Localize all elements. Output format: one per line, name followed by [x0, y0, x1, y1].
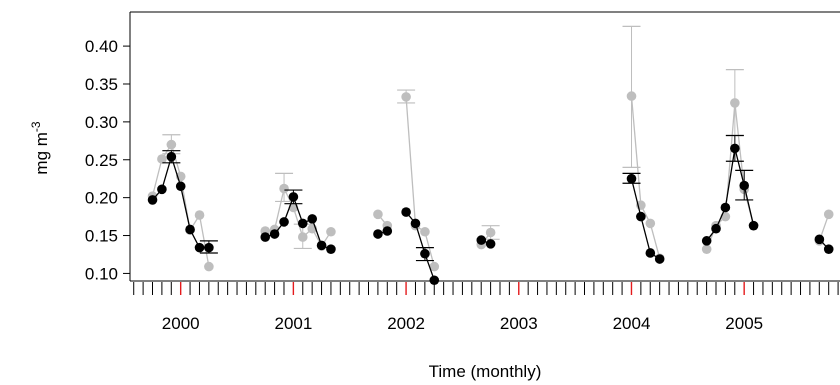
data-point: [739, 180, 750, 191]
y-axis-label: mg m-3: [29, 121, 51, 174]
data-point: [297, 232, 308, 242]
data-point: [401, 207, 411, 217]
data-point: [823, 244, 834, 254]
data-point: [720, 202, 731, 213]
x-tick-label: 2000: [162, 314, 200, 333]
y-tick-label: 0.10: [85, 264, 118, 283]
data-point: [373, 229, 383, 239]
data-point: [269, 229, 280, 239]
data-point: [147, 195, 158, 205]
data-point: [260, 232, 271, 242]
data-point: [626, 91, 637, 101]
data-point: [204, 242, 214, 253]
y-axis-label-base: mg m: [32, 132, 51, 175]
data-point: [166, 139, 177, 150]
data-point: [730, 143, 740, 154]
data-point: [307, 214, 318, 224]
series-2: [147, 134, 834, 286]
data-point: [730, 98, 740, 108]
x-tick-label: 2005: [725, 314, 763, 333]
y-axis: 0.10 0.15 0.20 0.25 0.30 0.35 0.40: [85, 37, 130, 283]
data-point: [410, 218, 421, 229]
data-point: [157, 154, 167, 164]
data-point: [166, 151, 177, 162]
data-point: [401, 92, 411, 102]
data-point: [701, 236, 712, 246]
plot-frame-group: [129, 11, 840, 282]
y-tick-label: 0.30: [85, 113, 118, 132]
x-axis-label: Time (monthly): [429, 362, 542, 381]
data-point: [654, 254, 665, 264]
data-point: [204, 261, 214, 272]
data-point: [626, 173, 637, 184]
data-point: [748, 220, 759, 231]
x-tick-label: 2004: [613, 314, 651, 333]
data-point: [823, 209, 834, 220]
data-point: [373, 209, 383, 220]
data-point: [279, 217, 289, 227]
data-point: [485, 239, 496, 249]
data-point: [420, 248, 430, 259]
data-point: [288, 192, 299, 202]
series-line: [630, 96, 661, 259]
data-point: [316, 240, 327, 251]
series-line: [630, 178, 661, 260]
data-point: [175, 181, 186, 192]
data-point: [485, 227, 496, 238]
x-tick-label: 2002: [387, 314, 425, 333]
data-point: [701, 244, 712, 254]
series-line: [152, 154, 209, 249]
data-point: [185, 224, 195, 235]
plot-area: [147, 25, 834, 286]
data-point: [194, 242, 205, 253]
data-point: [279, 183, 289, 194]
data-point: [420, 226, 430, 237]
y-axis-label-exponent: -3: [29, 121, 43, 132]
data-point: [157, 184, 167, 195]
series-line: [405, 211, 435, 281]
data-point: [429, 275, 440, 286]
data-point: [636, 211, 646, 222]
y-tick-label: 0.35: [85, 75, 118, 94]
y-tick-label: 0.25: [85, 151, 118, 170]
data-point: [645, 248, 656, 258]
data-point: [814, 234, 825, 245]
y-tick-label: 0.40: [85, 37, 118, 56]
data-point: [711, 223, 721, 234]
data-point: [429, 261, 440, 272]
y-tick-label: 0.20: [85, 189, 118, 208]
data-point: [297, 218, 308, 229]
series-line: [405, 96, 435, 267]
data-point: [476, 235, 487, 245]
data-point: [326, 226, 336, 237]
data-point: [382, 226, 393, 236]
x-tick-label: 2003: [500, 314, 538, 333]
data-point: [645, 218, 656, 229]
y-tick-label: 0.15: [85, 227, 118, 246]
x-axis: 2000 2001 2002 2003 2004 2005: [133, 282, 839, 333]
x-tick-label: 2001: [274, 314, 312, 333]
data-point: [194, 210, 205, 220]
data-point: [326, 244, 336, 254]
